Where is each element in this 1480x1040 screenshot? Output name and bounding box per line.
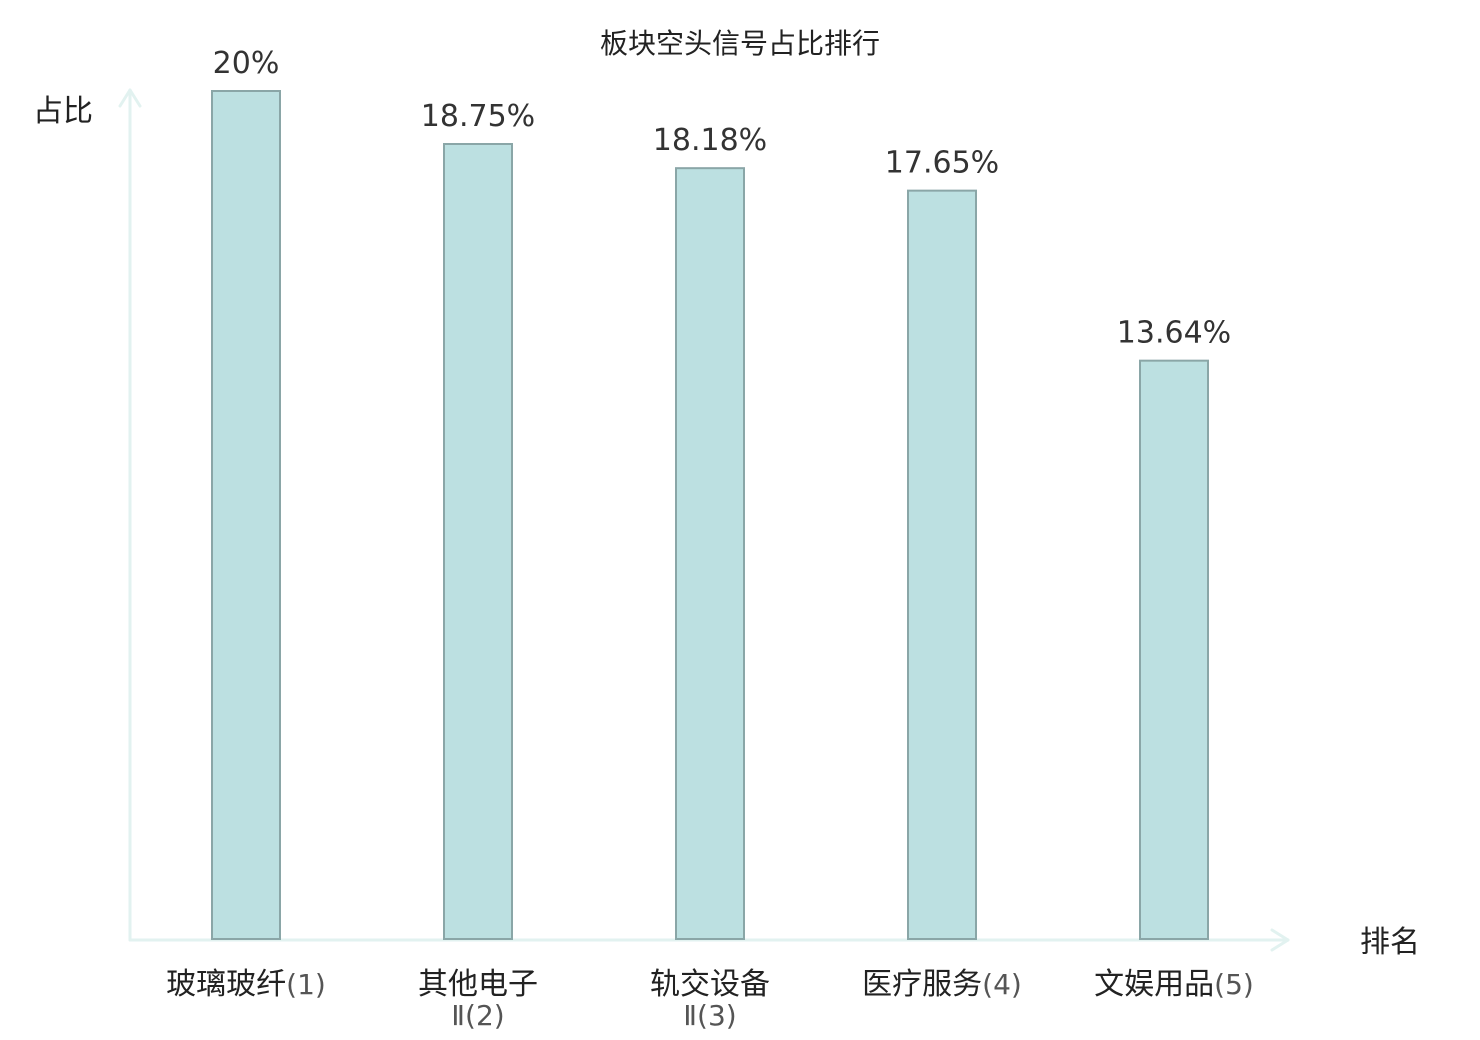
x-tick-name: 其他电子 (418, 967, 538, 1002)
bar (211, 90, 281, 940)
x-tick-label: 医疗服务(4) (862, 967, 1022, 1002)
x-tick-name: 文娱用品 (1094, 967, 1214, 1002)
bar (443, 143, 513, 940)
chart-axes (118, 88, 1290, 952)
x-tick-rank: (4) (982, 968, 1022, 1001)
x-tick-label: 文娱用品(5) (1094, 967, 1254, 1002)
x-tick-rank: (1) (286, 968, 326, 1001)
x-axis-title: 排名 (1360, 925, 1420, 960)
y-axis-arrow-icon (118, 88, 142, 108)
x-tick-rank: (5) (1214, 968, 1254, 1001)
bar (907, 189, 977, 940)
data-label: 18.18% (653, 123, 767, 158)
x-axis-arrow-icon (1270, 928, 1290, 952)
x-tick-label-line2: Ⅱ(2) (451, 999, 504, 1032)
bar-series (211, 90, 1209, 940)
data-label: 20% (213, 46, 280, 81)
data-label: 17.65% (885, 146, 999, 181)
data-label: 18.75% (421, 99, 535, 134)
chart-title: 板块空头信号占比排行 (600, 27, 880, 60)
value-label-group: 20% 18.75% 18.18% 17.65% 13.64% (213, 46, 1232, 351)
x-tick-name: 轨交设备 (650, 967, 770, 1002)
bar (675, 167, 745, 940)
x-tick-label: 玻璃玻纤(1) (166, 967, 326, 1002)
x-tick-name: 医疗服务 (862, 967, 982, 1002)
y-axis-title: 占比 (33, 94, 93, 129)
bar (1139, 359, 1209, 940)
x-tick-label: 轨交设备 (650, 967, 770, 1002)
x-tick-name: 玻璃玻纤 (166, 967, 286, 1002)
x-tick-label: 其他电子 (418, 967, 538, 1002)
x-tick-label-line2: Ⅱ(3) (683, 999, 736, 1032)
data-label: 13.64% (1117, 316, 1231, 351)
